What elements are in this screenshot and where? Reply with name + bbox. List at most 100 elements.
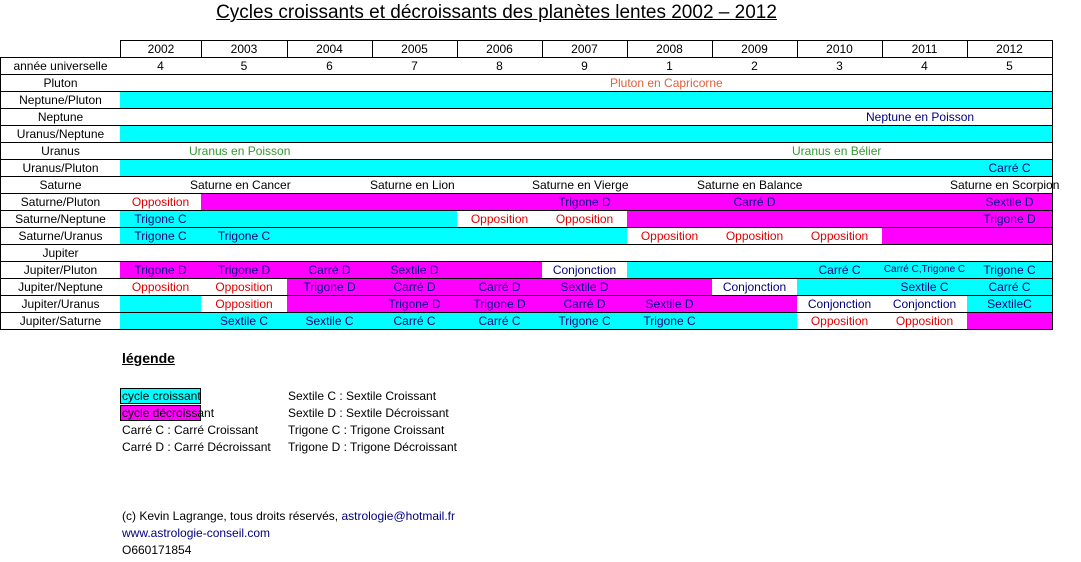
table-cell	[372, 160, 458, 177]
table-cell	[967, 143, 1053, 160]
table-cell	[372, 143, 458, 160]
year-header: 2003	[201, 40, 288, 58]
table-cell	[542, 228, 628, 245]
table-cell	[542, 109, 628, 126]
table-cell	[627, 143, 713, 160]
table-cell	[201, 160, 288, 177]
table-cell	[797, 194, 883, 211]
table-cell	[201, 211, 288, 228]
table-cell: 6	[287, 58, 373, 75]
website[interactable]: www.astrologie-conseil.com	[122, 526, 271, 540]
table-cell	[457, 75, 543, 92]
table-cell	[882, 75, 968, 92]
table-cell: Trigone D	[201, 262, 288, 279]
table-cell: Opposition	[201, 296, 288, 313]
table-cell	[712, 211, 798, 228]
table-cell: Sextile C	[882, 279, 968, 296]
table-cell	[372, 126, 458, 143]
table-cell	[120, 75, 202, 92]
table-cell: Opposition	[627, 228, 713, 245]
table-cell: Carré C	[797, 262, 883, 279]
table-cell: Sextile C	[201, 313, 288, 330]
table-cell	[201, 245, 288, 262]
legend-item: Trigone D : Trigone Décroissant	[288, 440, 457, 454]
table-cell: Carré C	[967, 279, 1053, 296]
table-cell	[712, 262, 798, 279]
table-cell	[201, 194, 288, 211]
table-cell	[372, 194, 458, 211]
table-cell	[712, 313, 798, 330]
table-cell	[287, 177, 373, 194]
table-cell: 7	[372, 58, 458, 75]
legend-swatch-label: cycle décroissant	[122, 406, 215, 420]
row-annotation: Saturne en Lion	[370, 178, 455, 192]
row-label: Pluton	[0, 75, 121, 92]
table-cell	[287, 194, 373, 211]
row-label: Jupiter/Neptune	[0, 279, 121, 296]
table-cell	[287, 75, 373, 92]
table-cell	[287, 143, 373, 160]
table-cell: Opposition	[882, 313, 968, 330]
row-label: Neptune/Pluton	[0, 92, 121, 109]
table-cell	[882, 92, 968, 109]
year-header: 2005	[372, 40, 458, 58]
table-cell	[627, 92, 713, 109]
table-cell: Carré C	[967, 160, 1053, 177]
table-cell	[627, 245, 713, 262]
table-cell: Conjonction	[882, 296, 968, 313]
row-annotation: Saturne en Cancer	[190, 178, 291, 192]
title: Cycles croissants et décroissants des pl…	[216, 2, 777, 23]
table-cell: Sextile D	[967, 194, 1053, 211]
table-cell: Trigone D	[542, 194, 628, 211]
table-cell	[457, 177, 543, 194]
table-cell	[627, 262, 713, 279]
table-cell	[712, 143, 798, 160]
year-header: 2007	[542, 40, 628, 58]
year-header: 2010	[797, 40, 883, 58]
table-cell	[372, 228, 458, 245]
table-cell	[627, 279, 713, 296]
table-cell: 5	[201, 58, 288, 75]
copyright-line: (c) Kevin Lagrange, tous droits réservés…	[122, 509, 455, 523]
table-cell	[882, 126, 968, 143]
table-cell: Opposition	[120, 194, 202, 211]
table-cell: Carré C	[457, 313, 543, 330]
year-header: 2006	[457, 40, 543, 58]
table-cell	[120, 313, 202, 330]
legend-item: Sextile D : Sextile Décroissant	[288, 406, 449, 420]
table-cell	[120, 245, 202, 262]
table-cell	[542, 245, 628, 262]
table-cell	[372, 211, 458, 228]
table-cell	[627, 109, 713, 126]
table-cell	[372, 75, 458, 92]
year-header: 2011	[882, 40, 968, 58]
table-cell	[457, 194, 543, 211]
table-cell	[457, 126, 543, 143]
table-cell: Trigone D	[372, 296, 458, 313]
row-label: Saturne	[0, 177, 121, 194]
table-cell	[287, 245, 373, 262]
table-cell: 3	[797, 58, 883, 75]
table-cell: Trigone C	[120, 211, 202, 228]
table-cell: Trigone C	[967, 262, 1053, 279]
table-cell: Conjonction	[797, 296, 883, 313]
table-cell: Trigone D	[287, 279, 373, 296]
table-cell	[797, 92, 883, 109]
table-cell	[457, 262, 543, 279]
row-label: Saturne/Uranus	[0, 228, 121, 245]
table-cell: 8	[457, 58, 543, 75]
row-annotation: Saturne en Vierge	[532, 178, 629, 192]
table-cell: Opposition	[457, 211, 543, 228]
table-cell	[457, 228, 543, 245]
table-cell: Trigone C	[201, 228, 288, 245]
table-cell: Opposition	[542, 211, 628, 228]
table-cell	[967, 92, 1053, 109]
row-annotation: Uranus en Poisson	[189, 144, 291, 158]
table-cell: Carré D	[542, 296, 628, 313]
table-cell: Conjonction	[542, 262, 628, 279]
table-cell: Sextile D	[627, 296, 713, 313]
table-cell	[882, 245, 968, 262]
table-cell	[967, 126, 1053, 143]
email[interactable]: astrologie@hotmail.fr	[341, 509, 456, 523]
